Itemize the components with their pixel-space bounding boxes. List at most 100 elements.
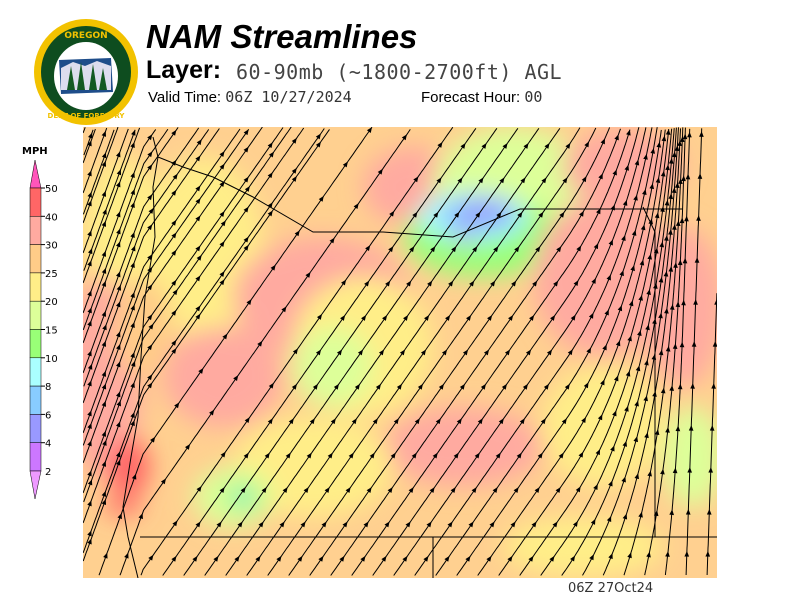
streamline-arrow bbox=[669, 385, 675, 391]
streamline bbox=[623, 127, 684, 576]
streamline-arrow bbox=[677, 259, 683, 266]
legend-tick-label: 30 bbox=[45, 241, 58, 252]
streamline-arrow bbox=[243, 176, 249, 183]
streamline-arrow bbox=[101, 190, 107, 197]
streamline-arrow bbox=[305, 271, 311, 278]
streamline-arrow bbox=[336, 349, 343, 356]
streamline-arrow bbox=[233, 375, 239, 382]
streamline-arrow bbox=[396, 383, 402, 390]
streamline-arrow bbox=[528, 555, 534, 562]
streamline-arrow bbox=[244, 417, 250, 424]
streamline-arrow bbox=[87, 320, 92, 327]
streamline-arrow bbox=[420, 349, 427, 356]
streamline-arrow bbox=[694, 257, 700, 263]
legend-bin bbox=[29, 414, 42, 443]
layer-label: Layer: bbox=[146, 56, 222, 84]
streamline-arrow bbox=[633, 436, 639, 443]
streamline-arrow bbox=[621, 235, 626, 242]
streamline-arrow bbox=[610, 445, 615, 452]
streamline bbox=[477, 129, 666, 576]
streamline-arrow bbox=[437, 141, 443, 148]
streamline-arrow bbox=[195, 313, 201, 320]
streamline-arrow bbox=[300, 521, 306, 528]
streamline-arrow bbox=[608, 553, 613, 560]
streamline-arrow bbox=[387, 487, 393, 493]
streamline-arrow bbox=[644, 432, 649, 439]
streamline-arrow bbox=[534, 487, 540, 493]
streamline-arrow bbox=[687, 131, 692, 138]
streamline-arrow bbox=[423, 555, 429, 562]
streamline-arrow bbox=[171, 249, 177, 256]
streamline-arrow bbox=[255, 555, 261, 562]
streamline-arrow bbox=[219, 211, 225, 217]
streamline-arrow bbox=[426, 521, 432, 528]
streamline-arrow bbox=[457, 177, 463, 184]
streamline-arrow bbox=[532, 280, 538, 287]
streamline-arrow bbox=[237, 521, 243, 528]
streamline-arrow bbox=[642, 189, 647, 196]
streamline-arrow bbox=[709, 425, 715, 431]
streamline-arrow bbox=[520, 177, 526, 184]
streamline-arrow bbox=[150, 436, 156, 443]
streamline-arrow bbox=[198, 367, 204, 374]
legend-tick-label: 50 bbox=[45, 184, 58, 195]
forecast-hour-value: 00 bbox=[524, 88, 543, 106]
streamline-arrow bbox=[658, 312, 663, 319]
streamline-arrow bbox=[279, 521, 285, 528]
streamline-arrow bbox=[652, 318, 657, 325]
streamline-arrow bbox=[318, 195, 324, 202]
state-border bbox=[122, 136, 159, 578]
streamline-arrow bbox=[583, 382, 589, 389]
streamline-arrow bbox=[668, 193, 674, 200]
streamline bbox=[435, 127, 658, 576]
streamline-arrow bbox=[101, 160, 107, 167]
streamline-arrow bbox=[195, 185, 201, 192]
streamline-arrow bbox=[688, 425, 694, 431]
streamline-arrow bbox=[660, 170, 666, 177]
streamline-arrow bbox=[664, 307, 669, 314]
streamline-arrow bbox=[282, 487, 288, 493]
streamline-arrow bbox=[315, 141, 321, 148]
streamline-arrow bbox=[366, 127, 373, 133]
streamline-arrow bbox=[615, 340, 621, 347]
streamline bbox=[83, 128, 220, 404]
streamline-arrow bbox=[495, 452, 501, 459]
streamline-arrow bbox=[677, 140, 683, 146]
streamline-arrow bbox=[365, 245, 371, 252]
streamline-arrow bbox=[682, 133, 688, 140]
streamline-arrow bbox=[649, 183, 655, 190]
wind-speed-area bbox=[235, 491, 251, 503]
streamline-arrow bbox=[130, 261, 135, 268]
streamline-arrow bbox=[413, 176, 419, 183]
streamline-arrow bbox=[130, 411, 135, 418]
streamline-arrow bbox=[606, 515, 612, 522]
streamline-arrow bbox=[147, 266, 153, 273]
streamline-arrow bbox=[665, 345, 671, 352]
wind-speed-area bbox=[143, 157, 263, 337]
streamline-arrow bbox=[267, 142, 273, 149]
streamline-arrow bbox=[671, 151, 677, 158]
streamline-arrow bbox=[87, 470, 92, 477]
streamline-arrow bbox=[665, 164, 670, 171]
streamline-arrow bbox=[101, 152, 107, 159]
streamline-arrow bbox=[196, 254, 202, 261]
streamline-arrow bbox=[658, 349, 664, 356]
streamline-arrow bbox=[171, 159, 177, 166]
streamline-arrow bbox=[460, 143, 466, 149]
streamline-arrow bbox=[660, 387, 666, 394]
streamline-arrow bbox=[474, 452, 480, 459]
streamline-arrow bbox=[597, 414, 603, 421]
streamline-arrow bbox=[624, 164, 629, 171]
streamline-arrow bbox=[87, 422, 92, 429]
streamline-arrow bbox=[453, 452, 459, 459]
streamline bbox=[498, 129, 670, 576]
streamline-arrow bbox=[581, 176, 587, 183]
streamline-arrow bbox=[160, 478, 166, 485]
streamline-arrow bbox=[291, 176, 297, 182]
streamline-arrow bbox=[354, 383, 360, 390]
streamline-arrow bbox=[612, 169, 617, 176]
streamline-arrow bbox=[672, 343, 678, 350]
streamline-arrow bbox=[433, 211, 439, 218]
legend-bin bbox=[29, 357, 42, 387]
streamline-arrow bbox=[525, 349, 532, 356]
